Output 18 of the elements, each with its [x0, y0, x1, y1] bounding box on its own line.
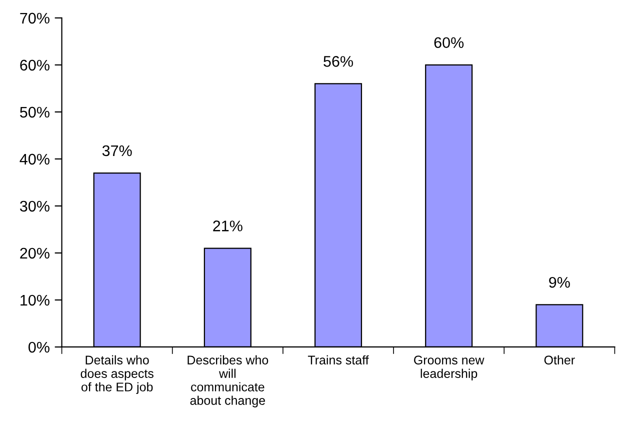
y-tick-label: 70% — [20, 12, 50, 24]
x-tick-label: Other — [544, 355, 575, 364]
x-tick-label: Details who does aspects of the ED job — [80, 355, 154, 394]
y-tick-label: 20% — [20, 248, 50, 259]
x-tick-label: Grooms new leadership — [414, 356, 484, 380]
data-label: 37% — [102, 145, 132, 156]
y-tick-label: 60% — [20, 60, 50, 71]
data-label: 21% — [213, 220, 242, 232]
x-tick-label: Describes who will communicate about change — [188, 355, 268, 408]
data-label: 60% — [434, 37, 464, 48]
data-label: 56% — [324, 56, 353, 67]
data-label: 9% — [549, 276, 570, 288]
y-tick-label: 40% — [20, 154, 50, 165]
y-tick-label: 50% — [20, 106, 50, 118]
y-tick-label: 10% — [20, 294, 50, 306]
x-tick-label: Trains staff — [308, 355, 369, 364]
y-tick-label: 30% — [20, 200, 50, 212]
y-tick-label: 0% — [28, 342, 50, 353]
